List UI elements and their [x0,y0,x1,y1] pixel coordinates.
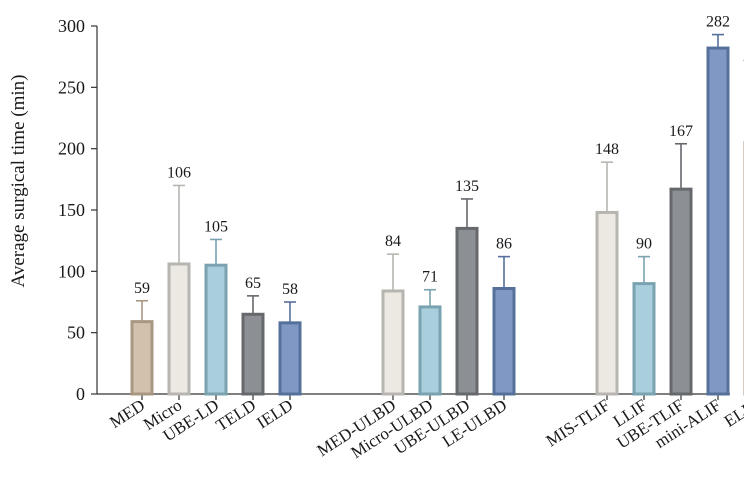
value-label: 148 [595,141,619,158]
y-tick-label: 300 [58,16,85,36]
category-label: MED [106,395,148,432]
value-label: 71 [422,269,438,286]
y-tick-label: 200 [58,139,85,159]
bar-ube-ld [204,263,228,396]
bar-med-ulbd [381,289,405,396]
bar-ield [278,321,302,396]
bar-mini-alif [706,46,730,396]
y-tick-label: 0 [76,384,85,404]
category-label: MIS-TLIF [543,395,614,450]
value-label: 59 [134,280,150,297]
value-label: 65 [245,275,261,292]
bar-ube-tlif [669,187,693,396]
value-label: 84 [385,233,401,250]
category-label: TELD [212,395,259,435]
value-label: 282 [706,14,730,31]
bars [130,33,744,396]
bar-llif [632,282,656,396]
bar-mis-tlif [595,210,619,396]
bar-le-ulbd [492,287,516,396]
bar-ube-ulbd [455,226,479,396]
value-label: 106 [167,164,191,181]
category-label: ELIF [721,395,744,430]
y-tick-label: 250 [58,77,85,97]
y-tick-label: 50 [67,323,85,343]
category-label: IELD [253,395,296,432]
value-label: 167 [669,123,693,140]
value-label: 90 [636,236,652,253]
value-label: 105 [204,218,228,235]
value-label: 58 [282,281,298,298]
bar-micro-ulbd [418,305,442,396]
y-tick-label: 100 [58,261,85,281]
value-label: 135 [455,178,479,195]
bar-teld [241,312,265,396]
y-axis-title: Average surgical time (min) [8,75,29,288]
bar-micro [167,262,191,396]
value-label: 86 [496,236,512,253]
axes: 0 50 100 150 200 250 300 [58,16,730,404]
y-tick-label: 150 [58,200,85,220]
bar-med [130,320,154,396]
